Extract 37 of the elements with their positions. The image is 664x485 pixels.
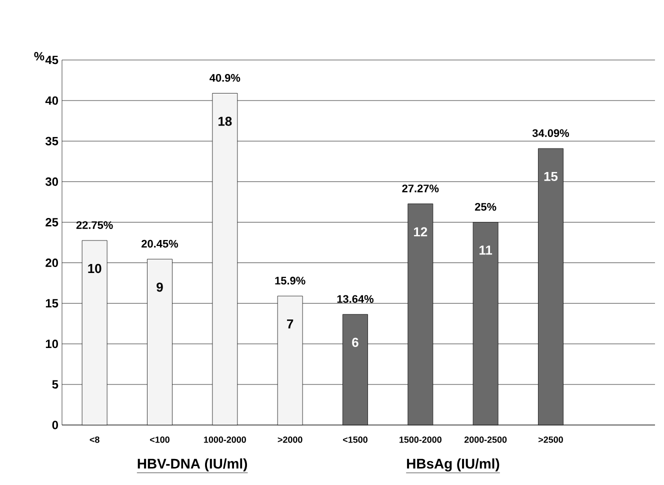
x-tick-label: 1500-2000 bbox=[400, 436, 442, 443]
annotation: 15 bbox=[544, 172, 558, 181]
data-label: 34.09% bbox=[532, 129, 570, 137]
y-tick-label: 25 bbox=[46, 218, 58, 226]
annotation: 9 bbox=[156, 282, 163, 292]
x-tick-label: 1000-2000 bbox=[204, 436, 246, 443]
y-tick-label: 10 bbox=[46, 340, 58, 348]
y-tick-label: 45 bbox=[45, 56, 58, 64]
y-tick-label: 0 bbox=[52, 420, 58, 430]
x-tick-label: <1500 bbox=[343, 436, 368, 443]
x-tick-label: >2000 bbox=[278, 436, 302, 443]
data-label: 20.45% bbox=[142, 240, 178, 248]
annotation: 7 bbox=[287, 319, 294, 328]
data-label: 13.64% bbox=[337, 295, 374, 303]
x-tick-label: 2000-2500 bbox=[464, 436, 507, 443]
annotation: 6 bbox=[352, 338, 358, 347]
y-tick-label: 40 bbox=[45, 96, 58, 105]
data-label: 15.9% bbox=[275, 276, 306, 285]
data-label: 40.9% bbox=[210, 74, 240, 82]
data-label: 22.75% bbox=[76, 221, 113, 229]
y-tick-label: 35 bbox=[45, 136, 58, 146]
data-label: 27.27% bbox=[402, 184, 439, 192]
x-tick-label: >2500 bbox=[538, 436, 563, 443]
annotation: 11 bbox=[480, 246, 492, 255]
text: HBV-DNA (IU/ml) bbox=[138, 458, 248, 472]
y-tick-label: 5 bbox=[52, 380, 58, 389]
y-tick-label: 20 bbox=[46, 258, 58, 267]
annotation: 10 bbox=[88, 264, 102, 274]
x-tick-label: <100 bbox=[150, 436, 170, 443]
annotation: 12 bbox=[414, 227, 428, 236]
x-tick-label: <8 bbox=[90, 436, 100, 443]
annotation: 18 bbox=[218, 116, 232, 126]
y-tick-label: 30 bbox=[45, 177, 58, 186]
y-axis-title: % bbox=[34, 52, 44, 60]
text: HBsAg (IU/ml) bbox=[407, 458, 500, 472]
data-label: 25% bbox=[474, 202, 496, 211]
y-tick-label: 15 bbox=[46, 299, 58, 308]
